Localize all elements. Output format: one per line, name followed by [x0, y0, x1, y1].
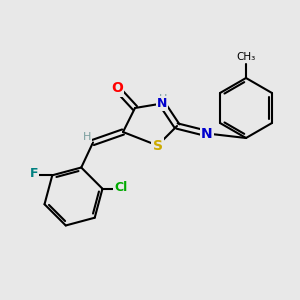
- Text: N: N: [201, 127, 213, 140]
- Text: H: H: [83, 132, 91, 142]
- Text: O: O: [111, 82, 123, 95]
- Text: F: F: [29, 167, 38, 180]
- Text: H: H: [159, 94, 168, 104]
- Text: CH₃: CH₃: [236, 52, 256, 62]
- Text: N: N: [157, 97, 167, 110]
- Text: Cl: Cl: [115, 181, 128, 194]
- Text: S: S: [152, 139, 163, 152]
